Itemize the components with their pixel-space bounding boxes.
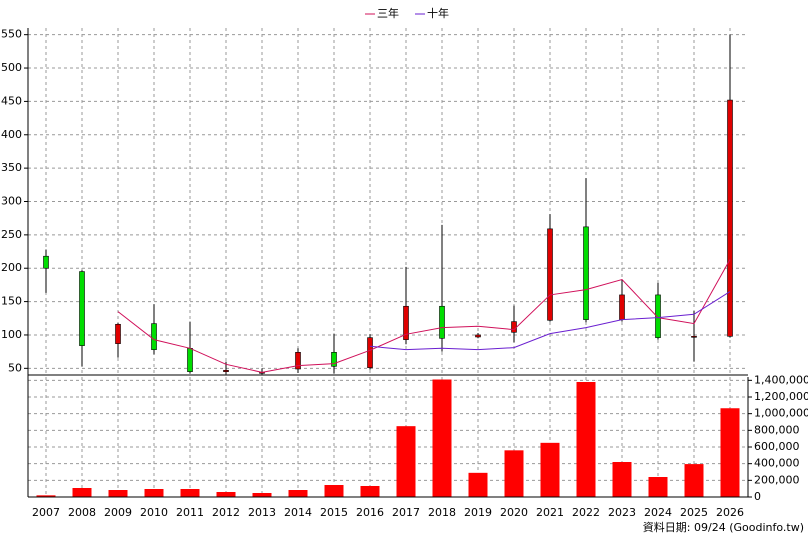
legend-label: 三年 (377, 6, 399, 20)
candle-body (151, 323, 157, 350)
volume-bar (612, 462, 632, 497)
volume-bar (144, 489, 164, 497)
volume-bar (720, 408, 740, 497)
y2-tick-label: 1,200,000 (754, 390, 808, 403)
ma-line (117, 259, 731, 373)
candle-body (223, 370, 229, 372)
y2-tick-label: 600,000 (754, 440, 800, 453)
candle-body (619, 294, 625, 320)
x-tick-label: 2017 (392, 506, 420, 519)
candle-body (655, 294, 661, 338)
y-tick-label: 450 (1, 94, 22, 107)
candle-body (439, 305, 445, 339)
volume-bar (324, 485, 344, 497)
x-tick-label: 2016 (356, 506, 384, 519)
x-tick-label: 2011 (176, 506, 204, 519)
x-tick-label: 2010 (140, 506, 168, 519)
source-note: 資料日期: 09/24 (Goodinfo.tw) (643, 520, 804, 534)
volume-bar (180, 489, 200, 497)
candle-body (511, 321, 517, 333)
candle-body (727, 99, 733, 337)
candle-body (367, 337, 373, 368)
candle-body (691, 335, 697, 338)
x-tick-label: 2025 (680, 506, 708, 519)
volume-bar (648, 477, 668, 497)
x-tick-label: 2026 (716, 506, 744, 519)
x-tick-label: 2013 (248, 506, 276, 519)
y-tick-label: 550 (1, 28, 22, 41)
y2-tick-label: 0 (754, 490, 761, 503)
y-tick-label: 250 (1, 228, 22, 241)
y-tick-label: 350 (1, 161, 22, 174)
candle-body (547, 228, 553, 321)
volume-bar (36, 495, 56, 497)
y2-tick-label: 1,000,000 (754, 407, 808, 420)
x-tick-label: 2023 (608, 506, 636, 519)
y-tick-label: 200 (1, 261, 22, 274)
candle-body (475, 334, 481, 338)
y-tick-label: 150 (1, 295, 22, 308)
volume-bar (360, 486, 380, 497)
volume-bar (540, 442, 560, 497)
candle-body (403, 305, 409, 340)
candle-body (295, 352, 301, 370)
volume-bar (432, 379, 452, 497)
volume-bar (576, 382, 596, 497)
y2-tick-label: 400,000 (754, 457, 800, 470)
candle-body (583, 226, 589, 320)
x-tick-label: 2014 (284, 506, 312, 519)
y2-tick-label: 800,000 (754, 423, 800, 436)
volume-bar (72, 488, 92, 497)
volume-bar (684, 464, 704, 497)
candle-body (43, 255, 49, 269)
volume-bar (468, 472, 488, 497)
y-tick-label: 100 (1, 328, 22, 341)
candle-body (331, 352, 337, 367)
x-tick-label: 2015 (320, 506, 348, 519)
y-tick-label: 400 (1, 128, 22, 141)
x-tick-label: 2024 (644, 506, 672, 519)
y-tick-label: 300 (1, 195, 22, 208)
volume-bar (396, 426, 416, 497)
volume-bar (108, 490, 128, 497)
volume-bar (252, 493, 272, 497)
x-tick-label: 2008 (68, 506, 96, 519)
ma-line (369, 291, 731, 351)
x-tick-label: 2021 (536, 506, 564, 519)
y-tick-label: 50 (8, 361, 22, 374)
x-tick-label: 2022 (572, 506, 600, 519)
x-tick-label: 2020 (500, 506, 528, 519)
y-tick-label: 500 (1, 61, 22, 74)
candle-body (115, 323, 121, 344)
candle-body (79, 271, 85, 346)
x-tick-label: 2012 (212, 506, 240, 519)
x-tick-label: 2007 (32, 506, 60, 519)
x-tick-label: 2019 (464, 506, 492, 519)
candle-body (187, 348, 193, 372)
y2-tick-label: 1,400,000 (754, 373, 808, 386)
x-tick-label: 2018 (428, 506, 456, 519)
y2-tick-label: 200,000 (754, 473, 800, 486)
volume-bar (504, 450, 524, 497)
x-tick-label: 2009 (104, 506, 132, 519)
legend-label: 十年 (427, 6, 449, 20)
volume-bar (288, 490, 308, 497)
volume-bar (216, 492, 236, 497)
